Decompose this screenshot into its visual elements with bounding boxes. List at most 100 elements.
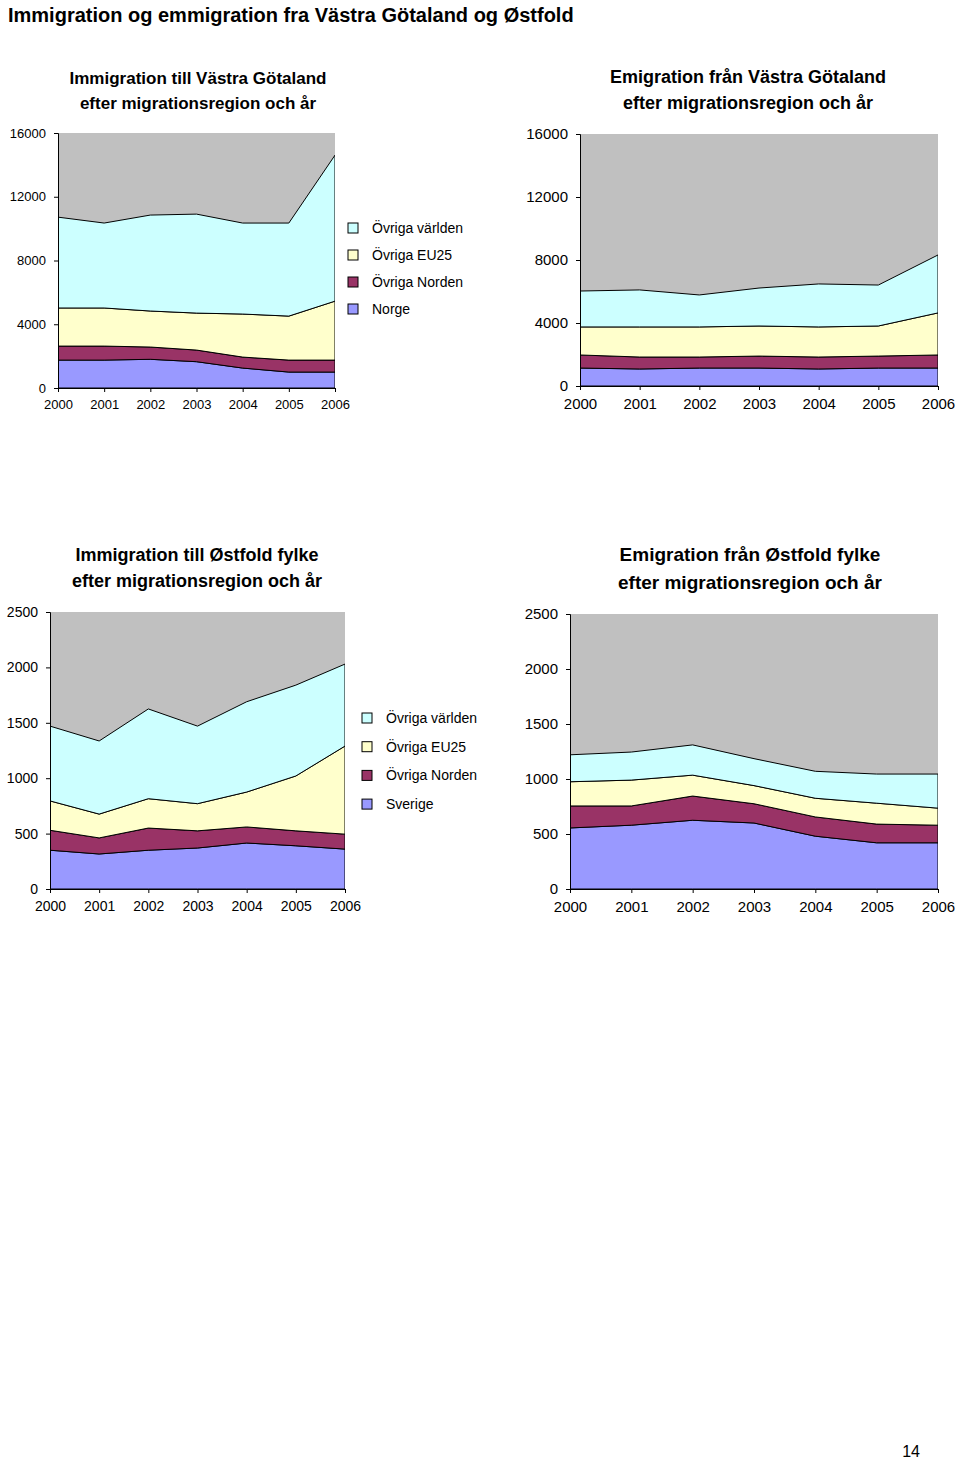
x-tick-label: 2000 bbox=[564, 395, 597, 412]
y-tick-mark bbox=[566, 724, 570, 725]
y-tick: 1500 bbox=[525, 715, 570, 732]
x-tick-label: 2005 bbox=[862, 395, 895, 412]
y-tick: 12000 bbox=[10, 189, 58, 204]
x-tick-mark bbox=[58, 388, 59, 392]
legend-swatch bbox=[348, 277, 358, 287]
legend-swatch bbox=[362, 770, 372, 780]
y-tick-mark bbox=[54, 324, 58, 325]
areas bbox=[58, 155, 335, 388]
x-tick-label: 2001 bbox=[90, 397, 119, 412]
plot-background bbox=[570, 614, 938, 889]
y-tick: 1500 bbox=[7, 715, 50, 731]
x-tick-label: 2000 bbox=[44, 397, 73, 412]
y-tick-label: 8000 bbox=[17, 253, 46, 268]
chart-title-line: Immigration till Västra Götaland bbox=[70, 69, 327, 88]
y-tick-mark bbox=[54, 197, 58, 198]
y-tick-label: 0 bbox=[550, 880, 558, 897]
x-tick: 2006 bbox=[922, 889, 955, 915]
x-tick-label: 2006 bbox=[321, 397, 350, 412]
y-tick-label: 12000 bbox=[526, 188, 568, 205]
x-tick: 2003 bbox=[183, 388, 212, 412]
y-tick-mark bbox=[46, 723, 50, 724]
legend-swatch bbox=[362, 742, 372, 752]
y-tick-label: 500 bbox=[15, 826, 39, 842]
x-tick: 2004 bbox=[232, 889, 263, 914]
x-tick: 2002 bbox=[676, 889, 709, 915]
plot-background bbox=[58, 133, 335, 388]
x-tick-mark bbox=[99, 889, 100, 893]
legend-label: Övriga världen bbox=[386, 709, 477, 726]
legend-swatch bbox=[348, 304, 358, 314]
chart: 0400080001200016000200020012002200320042… bbox=[10, 69, 463, 412]
x-tick-mark bbox=[148, 889, 149, 893]
chart-title: Immigration till Västra Götalandefter mi… bbox=[70, 69, 327, 113]
legend-swatch bbox=[348, 250, 358, 260]
y-tick-mark bbox=[576, 386, 580, 387]
x-tick-mark bbox=[631, 889, 632, 893]
chart: 0400080001200016000200020012002200320042… bbox=[526, 67, 955, 412]
y-tick: 16000 bbox=[526, 125, 580, 142]
y-tick: 0 bbox=[560, 377, 580, 394]
areas bbox=[580, 255, 938, 386]
x-tick: 2006 bbox=[922, 386, 955, 412]
x-tick-mark bbox=[877, 889, 878, 893]
y-tick-mark bbox=[54, 388, 58, 389]
x-tick: 2001 bbox=[615, 889, 648, 915]
areas bbox=[570, 745, 938, 889]
x-tick: 2002 bbox=[136, 388, 165, 412]
legend: Övriga världenÖvriga EU25Övriga NordenSv… bbox=[362, 709, 477, 812]
y-tick: 0 bbox=[550, 880, 570, 897]
x-tick: 2005 bbox=[281, 889, 312, 914]
x-tick: 2004 bbox=[229, 388, 258, 412]
x-tick-label: 2003 bbox=[183, 397, 212, 412]
x-axis: 2000200120022003200420052006 bbox=[554, 889, 955, 915]
x-tick-mark bbox=[197, 388, 198, 392]
y-tick-mark bbox=[46, 889, 50, 890]
y-tick-label: 8000 bbox=[535, 251, 568, 268]
y-tick-mark bbox=[566, 889, 570, 890]
legend: Övriga världenÖvriga EU25Övriga NordenNo… bbox=[348, 219, 463, 317]
y-tick-label: 2500 bbox=[525, 605, 558, 622]
x-axis: 2000 2001 2002 2003 2004 2005 2006 bbox=[44, 388, 350, 412]
y-axis: 0400080001200016000 bbox=[10, 126, 59, 396]
x-tick: 2004 bbox=[802, 386, 835, 412]
y-tick: 2500 bbox=[7, 604, 50, 620]
y-tick: 1000 bbox=[7, 770, 50, 786]
x-tick-label: 2002 bbox=[133, 898, 164, 914]
x-tick: 2005 bbox=[275, 388, 304, 412]
x-tick-mark bbox=[570, 889, 571, 893]
x-tick-mark bbox=[198, 889, 199, 893]
x-tick: 2004 bbox=[799, 889, 832, 915]
x-axis: 2000200120022003200420052006 bbox=[564, 386, 955, 412]
x-tick-label: 2004 bbox=[232, 898, 263, 914]
y-tick: 0 bbox=[39, 381, 58, 396]
y-tick: 2000 bbox=[525, 660, 570, 677]
x-tick-label: 2004 bbox=[799, 898, 832, 915]
area-series bbox=[570, 745, 938, 808]
y-tick-mark bbox=[566, 779, 570, 780]
x-tick: 2005 bbox=[862, 386, 895, 412]
y-tick-label: 0 bbox=[30, 881, 38, 897]
y-tick-label: 0 bbox=[560, 377, 568, 394]
x-tick: 2005 bbox=[860, 889, 893, 915]
chart-title: Emigration från Østfold fylkeefter migra… bbox=[618, 544, 883, 593]
x-tick-mark bbox=[335, 388, 336, 392]
area-series bbox=[580, 368, 938, 386]
y-tick: 0 bbox=[30, 881, 50, 897]
y-tick-label: 500 bbox=[533, 825, 558, 842]
x-tick-mark bbox=[296, 889, 297, 893]
x-tick-label: 2004 bbox=[229, 397, 258, 412]
legend-label: Övriga EU25 bbox=[386, 738, 466, 755]
chart-title-line: Emigration från Østfold fylke bbox=[620, 544, 881, 565]
x-tick-mark bbox=[243, 388, 244, 392]
chart-title-line: Emigration från Västra Götaland bbox=[610, 67, 886, 87]
x-tick-label: 2005 bbox=[275, 397, 304, 412]
y-tick-mark bbox=[566, 614, 570, 615]
x-tick-mark bbox=[878, 386, 879, 390]
chart: 0500100015002000250020002001200220032004… bbox=[7, 545, 477, 914]
x-axis-line bbox=[51, 890, 346, 894]
y-tick-mark bbox=[566, 669, 570, 670]
legend-label: Övriga Norden bbox=[386, 766, 477, 783]
y-tick: 1000 bbox=[525, 770, 570, 787]
y-axis: 05001000150020002500 bbox=[7, 604, 51, 897]
